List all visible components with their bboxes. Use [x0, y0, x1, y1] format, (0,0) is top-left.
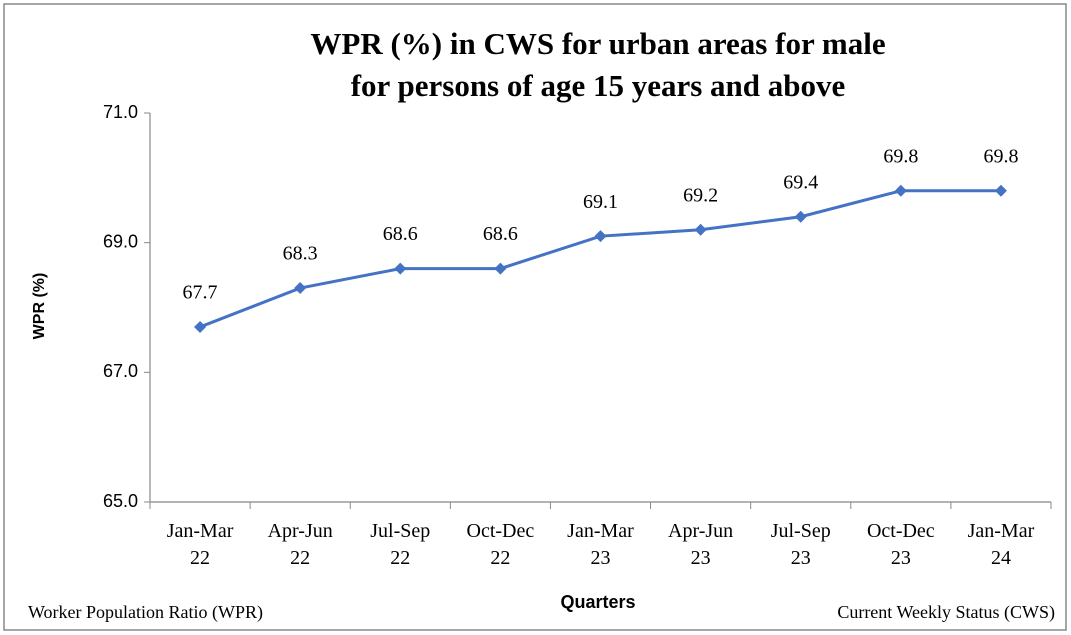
chart-title: WPR (%) in CWS for urban areas for male [310, 26, 885, 61]
data-label: 68.3 [283, 243, 318, 265]
data-point [194, 320, 207, 333]
y-tick-label: 65.0 [103, 491, 138, 511]
data-point [494, 262, 507, 275]
data-label: 69.1 [583, 191, 618, 213]
y-tick-label: 67.0 [103, 361, 138, 381]
data-label: 69.2 [683, 184, 718, 206]
y-tick-label: 69.0 [103, 231, 138, 251]
footnote: Current Weekly Status (CWS) [837, 602, 1055, 623]
data-point [594, 230, 607, 243]
data-point [694, 223, 707, 236]
x-tick-label: Jul-Sep 23 [771, 520, 831, 569]
chart-title: for persons of age 15 years and above [351, 68, 846, 103]
x-tick-label: Apr-Jun 23 [668, 520, 733, 569]
data-label: 67.7 [183, 282, 218, 304]
data-label: 69.4 [783, 171, 818, 193]
x-tick-label: Apr-Jun 22 [268, 520, 333, 569]
x-tick-label: Oct-Dec 23 [867, 520, 935, 569]
x-tick-label: Jan-Mar 22 [167, 520, 234, 569]
y-axis-label: WPR (%) [31, 273, 48, 340]
chart-border [3, 3, 1067, 631]
x-axis-label: Quarters [560, 592, 635, 612]
footnote: Worker Population Ratio (WPR) [28, 602, 263, 623]
data-label: 69.8 [883, 145, 918, 167]
data-label: 68.6 [383, 223, 418, 245]
x-tick-label: Jan-Mar 23 [567, 520, 634, 569]
data-point [994, 184, 1007, 197]
x-tick-label: Oct-Dec 22 [467, 520, 535, 569]
x-tick-label: Jan-Mar 24 [968, 520, 1035, 569]
data-point [394, 262, 407, 275]
data-point [294, 282, 307, 295]
y-tick-label: 71.0 [103, 102, 138, 122]
data-point [894, 184, 907, 197]
data-label: 68.6 [483, 223, 518, 245]
x-tick-label: Jul-Sep 22 [370, 520, 430, 569]
data-point [794, 210, 807, 223]
data-label: 69.8 [983, 145, 1018, 167]
